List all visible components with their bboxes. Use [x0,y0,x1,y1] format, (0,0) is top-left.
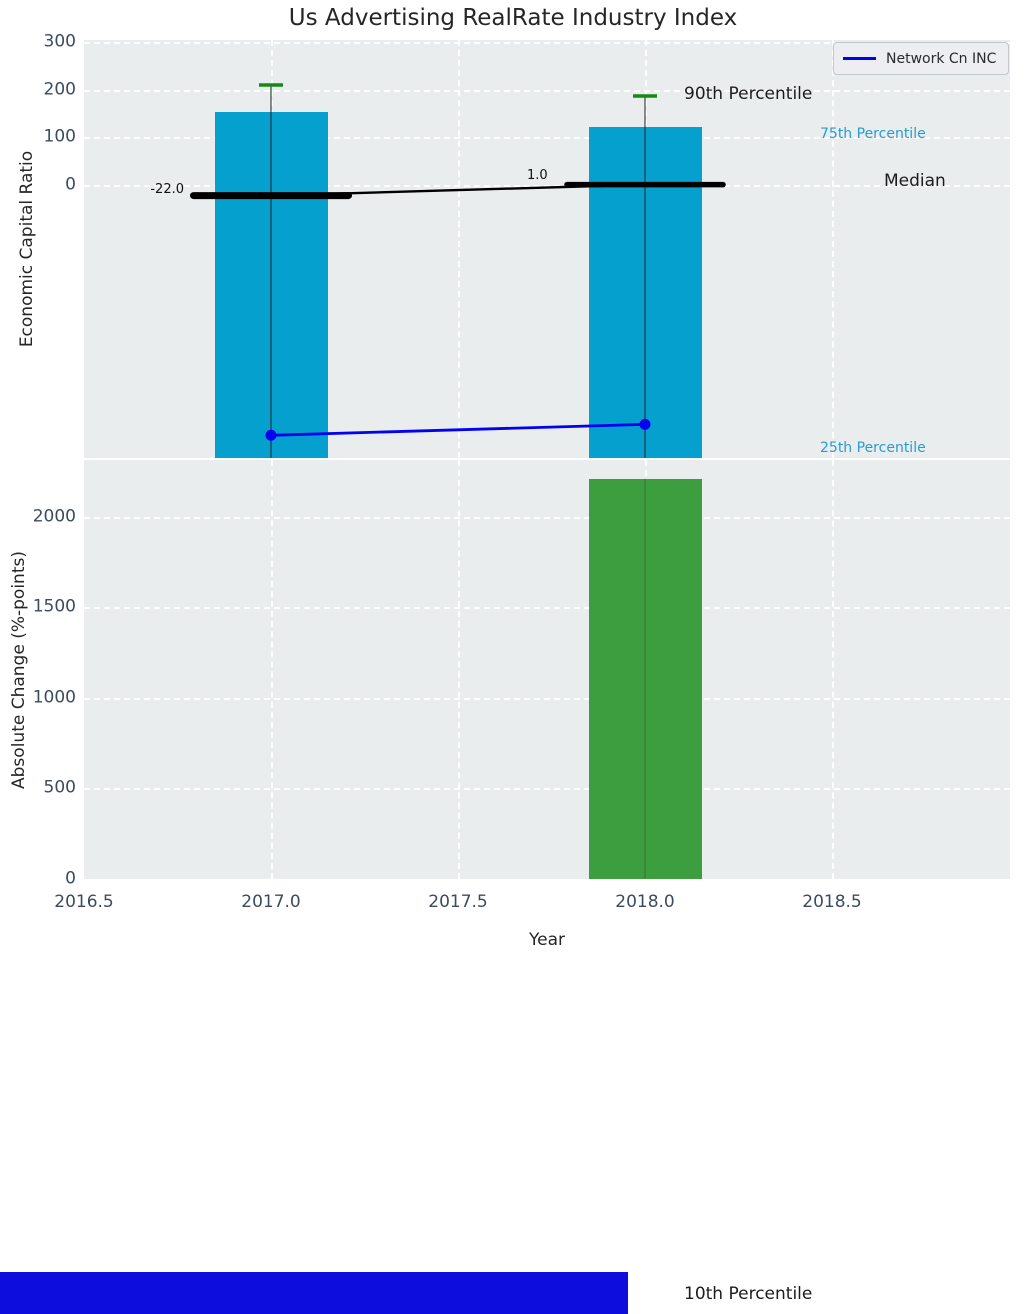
bottom-y-tick-label: 0 [65,868,76,889]
top-gridline-v [832,40,834,458]
top-gridline-h [84,42,1010,45]
top-y-tick-label: 200 [43,79,76,100]
annotation-75th-percentile: 75th Percentile [820,126,926,142]
bottom-y-tick-label: 500 [43,777,76,798]
bottom-y-tick-label: 1500 [32,596,76,617]
bottom-axes [84,460,1010,879]
annotation-25th-percentile: 25th Percentile [820,440,926,456]
iqr-bar-2017 [214,112,328,458]
legend-label: Network Cn INC [886,50,997,67]
bottom-gridline-h [84,697,1010,700]
bottom-y-tick-label: 1000 [32,687,76,708]
top-y-tick-label: 300 [43,31,76,52]
bottom-gridline-h [84,607,1010,610]
bottom-gridline-v [832,460,834,879]
iqr-bar-2018 [588,126,702,458]
top-y-tick-label: 100 [43,126,76,147]
x-tick-label: 2016.5 [54,892,114,912]
x-tick-label: 2017.5 [428,892,488,912]
annotation-90th-percentile: 90th Percentile [684,84,813,104]
bottom-y-axis-label: Absolute Change (%-points) [9,551,29,789]
annotation-median: Median [884,171,946,191]
top-gridline-h [84,89,1010,92]
median-2017-value-label: -22.0 [150,182,184,197]
legend: Network Cn INC [833,42,1009,75]
x-tick-label: 2017.0 [241,892,301,912]
x-axis-label: Year [529,930,565,950]
top-gridline-h [84,137,1010,140]
tenth-percentile-strip [0,1272,628,1314]
x-tick-label: 2018.5 [802,892,862,912]
median-2018-value-label: 1.0 [527,168,548,183]
bottom-gridline-v [271,460,273,879]
bottom-y-tick-label: 2000 [32,506,76,527]
chart-title: Us Advertising RealRate Industry Index [288,5,738,31]
bottom-gridline-v [458,460,460,879]
top-y-tick-label: 0 [65,174,76,195]
annotation-10th-percentile: 10th Percentile [684,1284,813,1304]
bottom-gridline-h [84,788,1010,791]
top-gridline-v [458,40,460,458]
top-axes [84,40,1010,458]
change-bar-2018 [588,478,702,879]
x-tick-label: 2018.0 [615,892,675,912]
legend-line-sample-icon [843,57,876,60]
bottom-gridline-h [84,516,1010,519]
